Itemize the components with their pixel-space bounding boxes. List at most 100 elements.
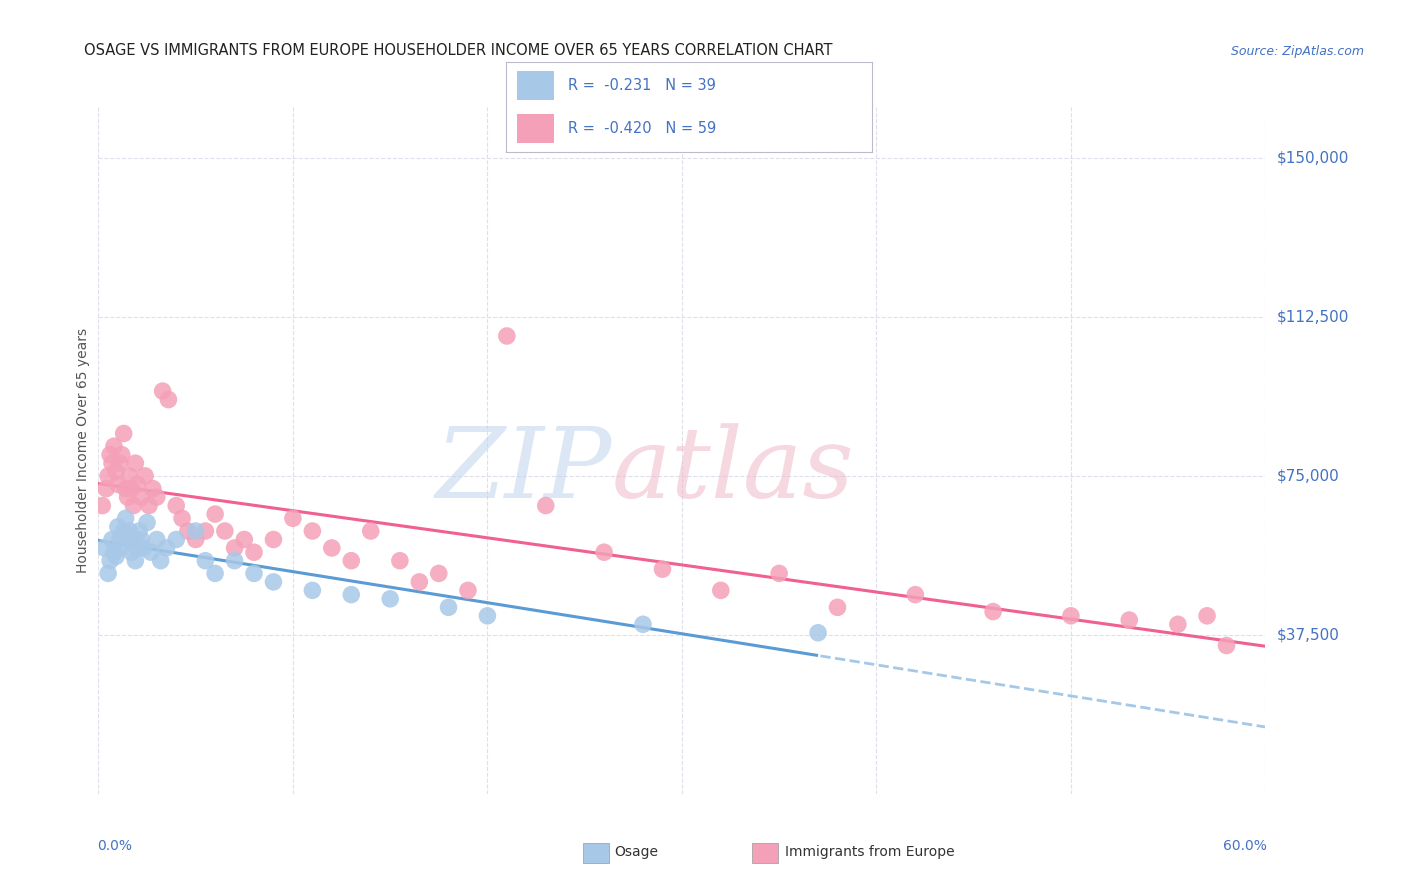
Point (157, 392, 180, 407)
Y-axis label: Householder Income Over 65 years: Householder Income Over 65 years (76, 328, 90, 573)
Point (301, 583, 323, 598)
Point (301, 524, 323, 538)
Point (112, 426, 135, 441)
Point (388, 554, 411, 568)
Point (124, 456, 146, 470)
Point (118, 469, 141, 483)
Point (142, 482, 165, 496)
Text: $37,500: $37,500 (1277, 627, 1340, 642)
Bar (517, 71, 554, 100)
Text: $75,000: $75,000 (1277, 468, 1340, 483)
Point (124, 554, 146, 568)
Point (96, 482, 118, 496)
Point (152, 384, 174, 398)
Point (408, 574, 430, 589)
Point (155, 541, 177, 555)
Point (495, 329, 517, 343)
Point (118, 524, 141, 538)
Point (104, 465, 127, 479)
Point (204, 566, 226, 581)
Point (127, 541, 149, 555)
Point (103, 545, 125, 559)
Point (437, 600, 460, 615)
Point (243, 545, 266, 559)
Point (128, 524, 150, 538)
Point (98, 448, 121, 462)
Point (93, 541, 115, 555)
Point (117, 533, 139, 547)
Point (165, 533, 187, 547)
Point (129, 533, 152, 547)
Point (129, 490, 152, 504)
Point (177, 524, 200, 538)
Point (710, 583, 733, 598)
Text: $112,500: $112,500 (1277, 310, 1348, 325)
Point (107, 520, 129, 534)
Text: ZIP: ZIP (436, 424, 612, 519)
Point (101, 456, 124, 470)
Point (112, 524, 135, 538)
Point (1195, 608, 1218, 623)
Text: R =  -0.231   N = 39: R = -0.231 N = 39 (568, 78, 716, 93)
Point (1060, 608, 1083, 623)
Text: Source: ZipAtlas.com: Source: ZipAtlas.com (1230, 45, 1364, 58)
Point (97, 469, 120, 483)
Point (1215, 639, 1237, 653)
Point (117, 490, 139, 504)
Point (262, 533, 284, 547)
Point (149, 554, 172, 568)
Point (103, 439, 125, 453)
Point (1167, 617, 1189, 632)
Point (194, 554, 217, 568)
Text: OSAGE VS IMMIGRANTS FROM EUROPE HOUSEHOLDER INCOME OVER 65 YEARS CORRELATION CHA: OSAGE VS IMMIGRANTS FROM EUROPE HOUSEHOL… (84, 43, 832, 58)
Point (104, 549, 127, 564)
Point (132, 541, 155, 555)
Point (631, 617, 654, 632)
Point (262, 574, 284, 589)
Point (204, 507, 226, 521)
Point (360, 524, 382, 538)
Point (184, 524, 207, 538)
Point (134, 469, 156, 483)
Point (108, 533, 131, 547)
Point (136, 516, 159, 530)
Point (281, 511, 304, 525)
Point (107, 477, 129, 491)
Point (194, 524, 217, 538)
Point (477, 608, 499, 623)
Point (651, 562, 673, 576)
Point (827, 600, 849, 615)
Point (768, 566, 790, 581)
Point (321, 541, 343, 555)
Point (139, 545, 162, 559)
Text: Immigrants from Europe: Immigrants from Europe (785, 845, 955, 859)
Point (114, 482, 136, 496)
Text: 0.0%: 0.0% (97, 838, 132, 853)
Point (184, 533, 207, 547)
Point (122, 533, 145, 547)
Point (340, 554, 363, 568)
Point (121, 545, 143, 559)
Point (170, 511, 193, 525)
Point (457, 583, 479, 598)
Point (904, 588, 927, 602)
Point (593, 545, 616, 559)
Point (224, 541, 246, 555)
Text: Osage: Osage (614, 845, 658, 859)
Point (378, 591, 402, 606)
Point (233, 533, 256, 547)
Text: R =  -0.420   N = 59: R = -0.420 N = 59 (568, 120, 717, 136)
Point (146, 490, 169, 504)
Point (108, 456, 131, 470)
Point (111, 541, 134, 555)
Point (427, 566, 450, 581)
Point (97, 566, 120, 581)
Point (214, 524, 236, 538)
Point (165, 499, 187, 513)
Point (340, 588, 363, 602)
Point (121, 482, 143, 496)
Text: $150,000: $150,000 (1277, 151, 1348, 165)
Point (138, 499, 160, 513)
Point (224, 554, 246, 568)
Point (111, 448, 134, 462)
